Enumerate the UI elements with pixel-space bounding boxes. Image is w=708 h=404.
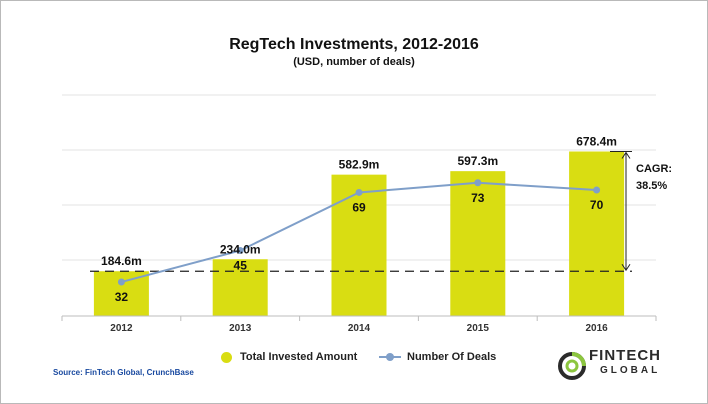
chart-subtitle: (USD, number of deals) [293, 56, 415, 68]
deals-value-label-2012: 32 [115, 290, 129, 304]
reference-lines [90, 150, 632, 272]
bar-2015 [450, 171, 506, 316]
bar-2013 [212, 259, 268, 316]
deals-value-label-2014: 69 [352, 200, 366, 214]
bars [93, 151, 625, 316]
logo-ring-icon [558, 352, 586, 380]
bar-2016 [569, 151, 625, 316]
legend-marker-deals [379, 353, 401, 361]
deals-point-2012 [117, 278, 125, 286]
legend-label-invested: Total Invested Amount [240, 351, 358, 363]
source-note: Source: FinTech Global, CrunchBase [53, 368, 194, 377]
bar-value-label-2014: 582.9m [339, 158, 380, 172]
deals-value-label-2016: 70 [590, 198, 604, 212]
chart-title: RegTech Investments, 2012-2016 [229, 36, 479, 53]
logo-text-bottom: GLOBAL [600, 365, 661, 376]
bar-value-label-2016: 678.4m [576, 134, 617, 148]
x-tick-label-2014: 2014 [348, 323, 371, 334]
bar-2014 [331, 174, 387, 316]
cagr-value: 38.5% [636, 180, 668, 192]
fintech-global-logo: FINTECH GLOBAL [556, 346, 666, 386]
bar-value-label-2015: 597.3m [457, 154, 498, 168]
legend-marker-invested [221, 351, 232, 363]
cagr-arrow-up [621, 151, 631, 159]
deals-value-label-2013: 45 [234, 259, 248, 273]
data-labels: 184.6m 234.0m 582.9m 597.3m 678.4m 32 45 69 73 70 [101, 134, 617, 304]
bar-value-label-2012: 184.6m [101, 254, 142, 268]
cagr-label: CAGR: [636, 163, 673, 175]
x-tick-label-2012: 2012 [110, 323, 133, 334]
deals-point-2015 [474, 179, 482, 187]
x-axis: 2012 2013 2014 2015 2016 [61, 315, 657, 334]
deals-point-2014 [355, 188, 363, 196]
legend-item-invested: Total Invested Amount [221, 351, 357, 363]
deals-line [117, 179, 601, 286]
deals-point-2013 [236, 247, 244, 255]
x-tick-label-2013: 2013 [229, 323, 252, 334]
deals-value-label-2015: 73 [471, 191, 485, 205]
x-tick-label-2016: 2016 [585, 323, 608, 334]
deals-point-2016 [593, 186, 601, 194]
bar-value-label-2013: 234.0m [220, 242, 261, 256]
x-tick-label-2015: 2015 [467, 323, 490, 334]
legend-item-deals: Number Of Deals [379, 351, 496, 363]
cagr-arrow-down [621, 263, 631, 272]
legend-label-deals: Number Of Deals [407, 351, 497, 363]
logo-text-top: FINTECH [589, 347, 661, 364]
cagr-annotation: CAGR: 38.5% [636, 161, 672, 195]
